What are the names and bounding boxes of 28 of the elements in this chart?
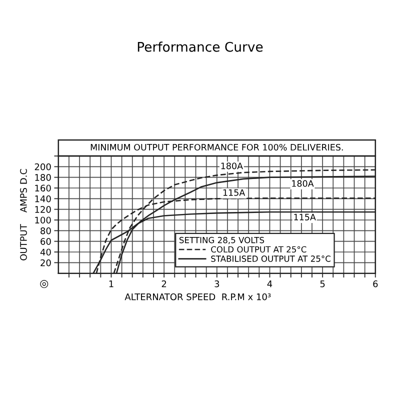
chart-title: Performance Curve: [138, 42, 263, 52]
y-tick-label: 100: [35, 216, 51, 224]
x-tick-label: 2: [162, 280, 166, 288]
x-tick-label: 4: [267, 280, 272, 288]
y-tick-label: 140: [35, 195, 51, 202]
legend-label: COLD OUTPUT AT 25°C: [211, 246, 306, 253]
x-axis-title: ALTERNATOR SPEED R.P.M x 10³: [124, 293, 271, 300]
y-tick-label: 180: [35, 174, 51, 181]
x-tick-label: 1: [109, 280, 114, 288]
x-tick-label: 6: [373, 280, 378, 288]
chart-subtitle: MINIMUM OUTPUT PERFORMANCE FOR 100% DELIVERIES.: [90, 144, 343, 151]
y-tick-label: 200: [34, 163, 51, 170]
y-tick-label: 60: [40, 238, 51, 245]
y-tick-label: 40: [40, 248, 51, 256]
y-tick-label: 20: [40, 259, 51, 266]
annotation: 115A: [294, 214, 316, 220]
annotation: 115A: [223, 189, 246, 196]
y-tick-label: 120: [35, 206, 51, 213]
annotation: 180A: [221, 162, 243, 170]
y-tick-label: 80: [40, 227, 51, 234]
legend-title: SETTING 28,5 VOLTS: [179, 236, 264, 244]
text: ◎: [40, 280, 48, 288]
x-tick-label: 5: [320, 280, 325, 288]
x-tick-label: 3: [214, 280, 220, 288]
annotation: 180A: [292, 180, 314, 187]
y-axis-title: OUTPUT AMPS D.C: [20, 168, 27, 260]
legend-label: STABILISED OUTPUT AT 25°C: [211, 256, 330, 262]
y-tick-label: 160: [35, 184, 51, 192]
